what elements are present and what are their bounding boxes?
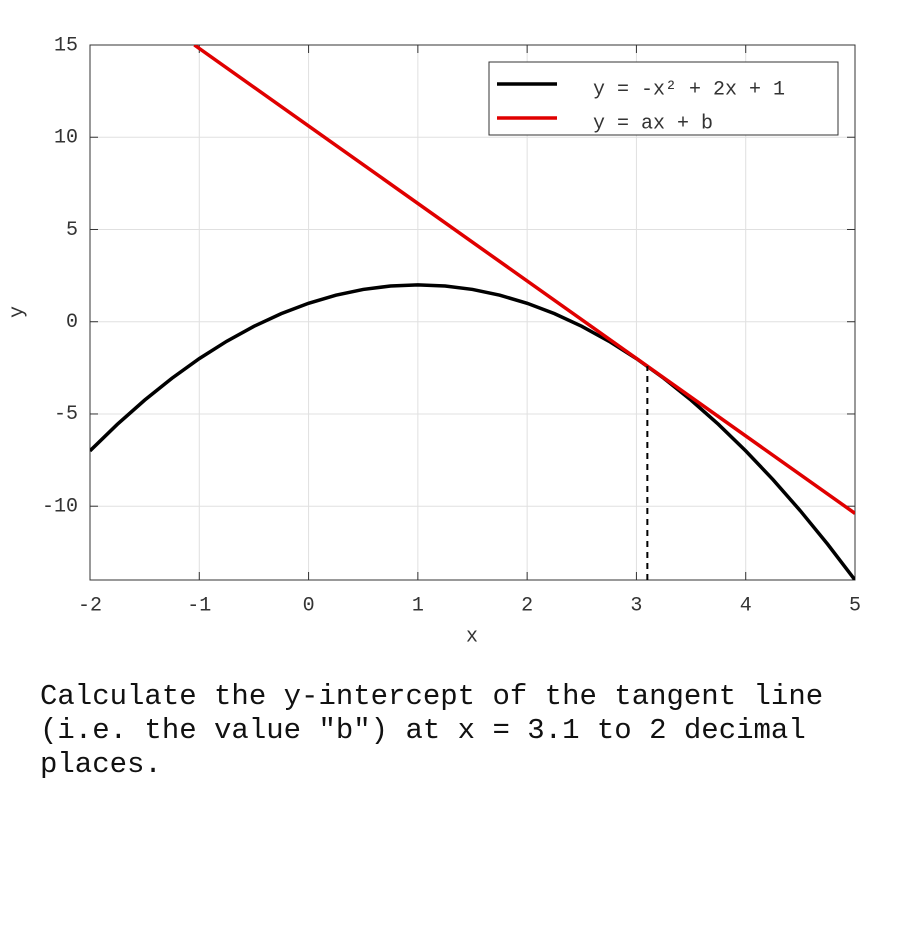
x-tick-label: 3 [630, 594, 642, 617]
y-tick-label: 15 [54, 34, 78, 57]
legend-box [488, 61, 839, 136]
series-line [90, 283, 855, 580]
x-tick-label: -1 [187, 594, 211, 617]
legend-label: y = ax + b [593, 112, 713, 135]
x-tick-label: 0 [303, 594, 315, 617]
y-tick-label: 5 [66, 219, 78, 242]
legend-label: y = -x² + 2x + 1 [593, 78, 785, 101]
y-axis-label: y [6, 306, 29, 318]
x-tick-label: -2 [78, 594, 102, 617]
x-tick-label: 4 [740, 594, 752, 617]
x-axis-label: x [466, 625, 478, 648]
y-tick-label: -10 [42, 495, 78, 518]
y-tick-label: 10 [54, 127, 78, 150]
plot-frame [89, 44, 856, 581]
y-tick-label: 0 [66, 311, 78, 334]
series-line [193, 45, 855, 515]
plot-area [90, 45, 855, 580]
y-tick-label: -5 [54, 403, 78, 426]
x-tick-label: 2 [521, 594, 533, 617]
x-tick-label: 5 [849, 594, 861, 617]
x-tick-label: 1 [412, 594, 424, 617]
question: Calculate the y-intercept of the tangent… [40, 680, 824, 781]
